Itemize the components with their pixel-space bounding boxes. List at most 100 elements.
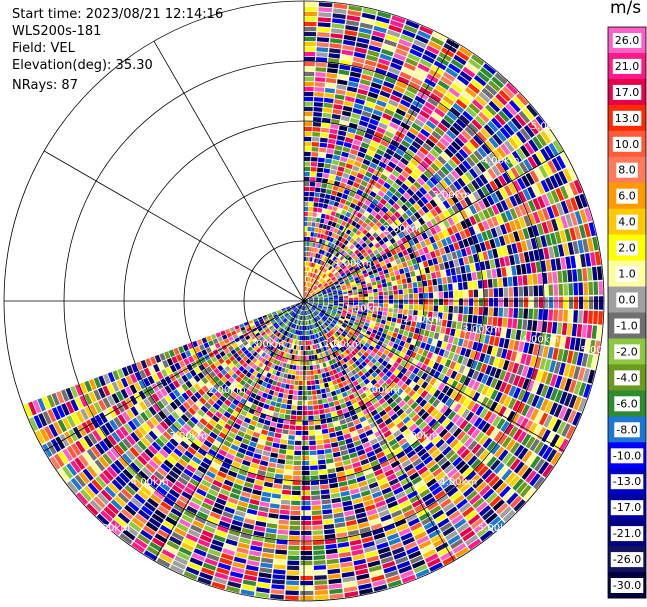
velocity-gate: [434, 264, 440, 272]
velocity-gate: [323, 524, 335, 530]
velocity-gate: [408, 364, 416, 372]
velocity-gate: [323, 403, 330, 409]
velocity-gate: [343, 276, 348, 281]
velocity-gate: [323, 443, 332, 449]
velocity-gate: [324, 194, 331, 200]
velocity-gate: [325, 548, 338, 555]
velocity-gate: [345, 326, 351, 331]
velocity-gate: [512, 134, 523, 147]
velocity-gate: [508, 232, 516, 244]
velocity-gate: [258, 572, 272, 579]
velocity-gate: [317, 306, 322, 309]
velocity-gate: [314, 97, 324, 102]
velocity-gate: [375, 235, 382, 242]
velocity-gate: [442, 71, 456, 82]
velocity-gate: [312, 273, 316, 278]
velocity-gate: [381, 206, 389, 213]
velocity-gate: [307, 295, 312, 299]
velocity-gate: [341, 495, 352, 502]
velocity-gate: [283, 474, 293, 480]
velocity-gate: [410, 401, 419, 410]
velocity-gate: [477, 280, 483, 289]
velocity-gate: [348, 295, 354, 298]
velocity-gate: [418, 304, 424, 311]
velocity-gate: [494, 258, 501, 268]
velocity-gate: [328, 301, 334, 304]
velocity-gate: [313, 299, 319, 301]
velocity-gate: [322, 514, 333, 520]
velocity-gate: [287, 555, 300, 561]
velocity-gate: [330, 329, 336, 334]
velocity-gate: [457, 406, 466, 416]
velocity-gate: [523, 202, 532, 214]
velocity-gate: [433, 332, 440, 340]
velocity-gate: [369, 162, 378, 170]
velocity-gate: [402, 249, 409, 256]
velocity-gate: [358, 342, 364, 348]
velocity-gate: [358, 334, 364, 339]
velocity-gate: [367, 361, 374, 368]
velocity-gate: [490, 326, 497, 336]
velocity-gate: [333, 149, 342, 156]
velocity-gate: [521, 175, 531, 188]
velocity-gate: [385, 370, 393, 378]
velocity-gate: [378, 364, 385, 371]
velocity-gate: [278, 519, 289, 525]
velocity-gate: [373, 259, 379, 265]
velocity-gate: [584, 339, 591, 353]
velocity-gate: [408, 381, 416, 389]
velocity-gate: [545, 234, 552, 246]
velocity-gate: [353, 103, 364, 110]
velocity-gate: [304, 116, 313, 122]
velocity-gate: [398, 352, 405, 359]
velocity-gate: [312, 279, 316, 284]
velocity-gate: [569, 337, 576, 350]
velocity-gate: [366, 316, 372, 321]
velocity-gate: [460, 248, 467, 257]
velocity-gate: [522, 275, 528, 286]
velocity-gate: [400, 367, 408, 375]
velocity-gate: [518, 447, 529, 460]
velocity-gate: [364, 59, 377, 67]
velocity-gate: [359, 320, 365, 325]
velocity-gate: [326, 289, 332, 292]
velocity-gate: [354, 177, 362, 184]
velocity-gate: [515, 147, 526, 161]
velocity-gate: [398, 38, 412, 48]
velocity-gate: [330, 123, 339, 130]
velocity-gate: [366, 206, 373, 214]
velocity-gate: [560, 257, 567, 270]
velocity-gate: [329, 128, 338, 135]
velocity-gate: [331, 442, 339, 448]
velocity-gate: [420, 254, 427, 262]
velocity-gate: [378, 291, 383, 296]
velocity-gate: [371, 157, 380, 165]
velocity-gate: [540, 384, 549, 398]
velocity-gate: [303, 366, 307, 371]
velocity-gate: [482, 220, 490, 231]
velocity-gate: [483, 307, 489, 316]
velocity-gate: [306, 241, 310, 247]
velocity-gate: [381, 264, 388, 271]
velocity-gate: [337, 309, 343, 312]
velocity-gate: [304, 196, 309, 202]
velocity-gate: [432, 278, 438, 286]
velocity-gate: [327, 422, 334, 428]
velocity-gate: [370, 82, 382, 90]
velocity-gate: [408, 304, 414, 310]
velocity-gate: [486, 345, 493, 355]
velocity-gate: [469, 332, 476, 341]
velocity-gate: [462, 339, 469, 348]
velocity-gate: [311, 273, 314, 278]
velocity-gate: [429, 345, 436, 353]
velocity-gate: [531, 153, 542, 167]
velocity-gate: [392, 343, 399, 350]
velocity-gate: [491, 216, 499, 227]
velocity-gate: [410, 76, 423, 86]
velocity-gate: [360, 339, 366, 345]
velocity-gate: [328, 401, 335, 408]
velocity-gate: [282, 484, 292, 490]
velocity-gate: [426, 152, 436, 162]
velocity-gate: [509, 442, 520, 454]
velocity-gate: [569, 227, 577, 241]
